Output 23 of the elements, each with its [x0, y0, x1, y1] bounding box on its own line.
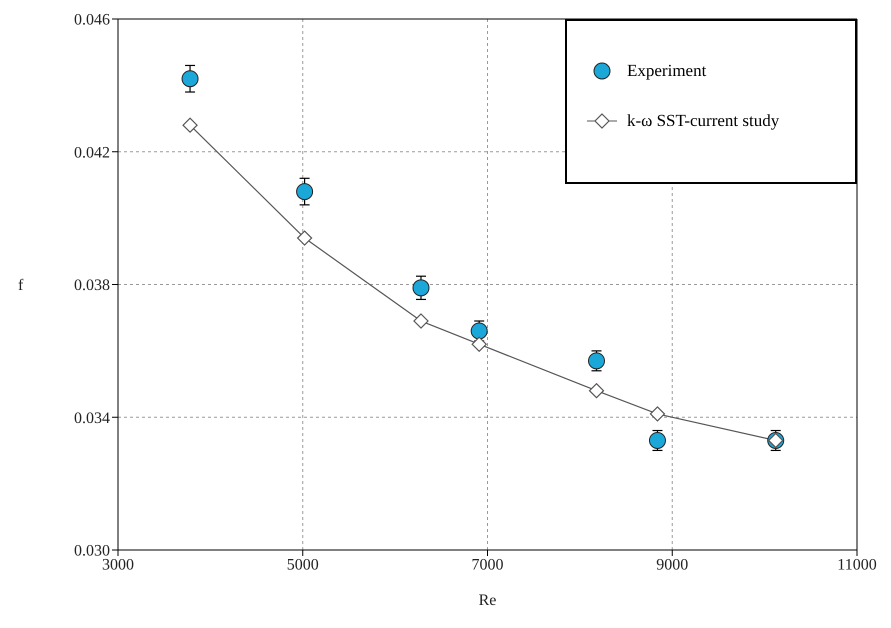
point — [588, 352, 606, 370]
point — [296, 183, 314, 200]
x-tick-label: 9000 — [656, 556, 688, 574]
point — [413, 313, 429, 329]
legend-label: Experiment — [627, 61, 706, 81]
y-tick-label: 0.034 — [74, 410, 110, 427]
y-tick-label: 0.046 — [74, 12, 110, 29]
y-axis-title: f — [18, 277, 24, 294]
point — [182, 70, 199, 88]
point — [297, 230, 312, 246]
y-tick-label: 0.038 — [74, 277, 110, 294]
x-tick-label: 11000 — [837, 556, 877, 574]
x-axis-title: Re — [478, 592, 496, 609]
point — [412, 279, 430, 296]
x-tick-label: 7000 — [472, 556, 504, 574]
point — [650, 406, 666, 422]
point — [470, 322, 488, 340]
y-tick-label: 0.042 — [74, 144, 110, 162]
point — [588, 383, 604, 398]
legend-label: k-ω SST-current study — [627, 111, 780, 131]
point — [648, 432, 666, 449]
x-tick-label: 5000 — [286, 556, 319, 574]
point — [472, 336, 487, 352]
